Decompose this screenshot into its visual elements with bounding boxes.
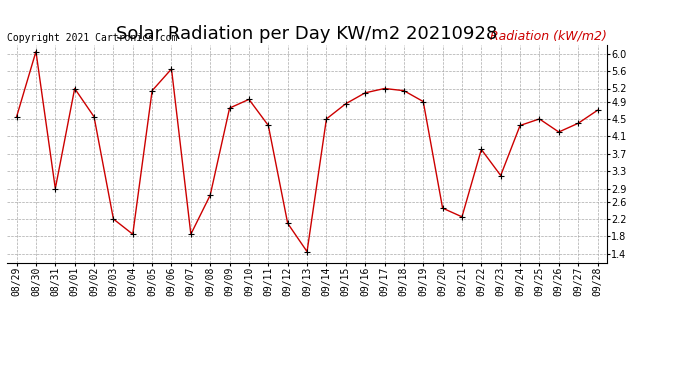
Text: Radiation (kW/m2): Radiation (kW/m2) [491,30,607,43]
Text: Copyright 2021 Cartronics.com: Copyright 2021 Cartronics.com [7,33,177,43]
Title: Solar Radiation per Day KW/m2 20210928: Solar Radiation per Day KW/m2 20210928 [117,26,497,44]
